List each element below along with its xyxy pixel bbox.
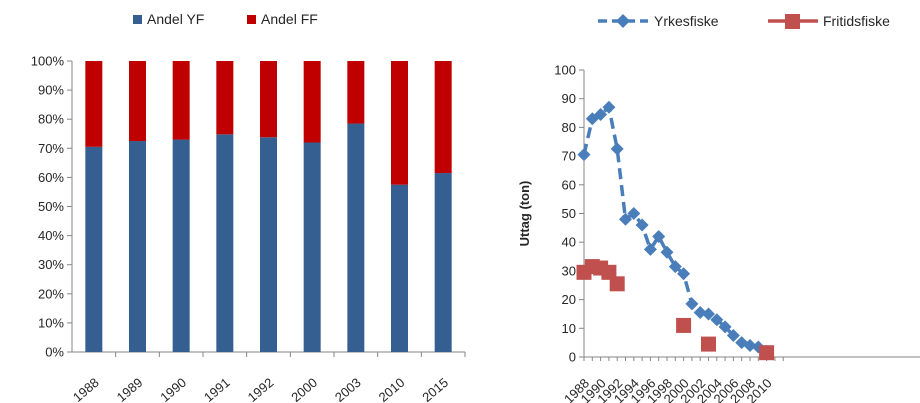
y-tick-label: 30 bbox=[562, 263, 576, 278]
point-yrkesfiske bbox=[643, 242, 657, 256]
bar-segment-yf bbox=[216, 134, 234, 352]
bar-segment-ff bbox=[260, 61, 277, 138]
y-tick-label: 20% bbox=[38, 286, 64, 301]
point-yrkesfiske bbox=[619, 212, 632, 226]
y-tick-label: 20 bbox=[562, 292, 576, 307]
point-yrkesfiske bbox=[577, 148, 591, 162]
y-tick-label: 40 bbox=[562, 235, 576, 250]
y-tick-label: 80% bbox=[38, 112, 64, 127]
x-tick-label: 2003 bbox=[332, 375, 364, 403]
point-yrkesfiske bbox=[602, 100, 616, 114]
point-yrkesfiske bbox=[743, 339, 757, 353]
legend-label: Fritidsfiske bbox=[823, 13, 890, 29]
bar-segment-ff bbox=[216, 61, 234, 135]
x-tick-label: 1989 bbox=[114, 375, 146, 403]
bar-segment-ff bbox=[85, 61, 103, 147]
x-tick-label: 1991 bbox=[201, 375, 233, 403]
stacked-bar-chart: 0% 10% 20% 30% 40% 50% 60% 70% 80% 90% 100% 1988 198… bbox=[31, 11, 466, 403]
legend-marker-yrkesfiske bbox=[616, 14, 630, 28]
y-tick-label: 50 bbox=[562, 206, 576, 221]
y-tick-label: 70 bbox=[562, 149, 576, 164]
point-yrkesfiske bbox=[627, 207, 641, 220]
legend-swatch bbox=[247, 15, 256, 24]
x-tick-label: 2010 bbox=[376, 375, 408, 403]
y-tick-label: 10 bbox=[562, 321, 576, 336]
bar-segment-ff bbox=[391, 61, 408, 185]
legend-swatch bbox=[133, 15, 142, 24]
y-tick-label: 50% bbox=[38, 199, 64, 214]
point-fritidsfiske bbox=[609, 276, 625, 292]
point-fritidsfiske bbox=[601, 264, 617, 280]
point-yrkesfiske bbox=[726, 328, 740, 342]
point-yrkesfiske bbox=[610, 142, 624, 156]
legend-label: Andel YF bbox=[147, 11, 204, 27]
bar-segment-yf bbox=[347, 123, 365, 352]
bar-segment-yf bbox=[391, 184, 408, 352]
point-yrkesfiske bbox=[685, 297, 699, 311]
point-fritidsfiske bbox=[676, 317, 692, 333]
legend-label: Andel FF bbox=[261, 11, 318, 27]
bar-segment-yf bbox=[434, 173, 452, 352]
bar-segment-yf bbox=[303, 142, 321, 352]
legend-marker-fritidsfiske bbox=[785, 14, 800, 29]
legend-label: Yrkesfiske bbox=[654, 13, 719, 29]
point-yrkesfiske bbox=[693, 306, 707, 320]
bar-segment-yf bbox=[85, 146, 103, 352]
bar-segment-yf bbox=[260, 137, 277, 352]
y-tick-label: 70% bbox=[38, 141, 64, 156]
bar-segment-ff bbox=[172, 61, 190, 140]
x-tick-label: 1988 bbox=[70, 375, 102, 403]
y-tick-label: 60 bbox=[562, 177, 576, 192]
y-tick-label: 30% bbox=[38, 257, 64, 272]
point-fritidsfiske bbox=[701, 336, 716, 352]
point-yrkesfiske bbox=[635, 218, 649, 232]
x-tick-label: 1992 bbox=[245, 375, 277, 403]
y-tick-label: 10% bbox=[38, 315, 64, 330]
bar-segment-yf bbox=[129, 141, 146, 352]
point-fritidsfiske bbox=[759, 345, 775, 361]
point-yrkesfiske bbox=[594, 107, 608, 121]
y-tick-label: 40% bbox=[38, 228, 64, 243]
bar-segment-ff bbox=[347, 61, 365, 124]
y-tick-label: 90% bbox=[38, 83, 64, 98]
point-yrkesfiske bbox=[660, 245, 674, 259]
point-yrkesfiske bbox=[718, 320, 732, 334]
x-tick-label: 2000 bbox=[288, 375, 320, 403]
point-yrkesfiske bbox=[702, 307, 715, 321]
series-line-yrkesfiske bbox=[582, 105, 768, 353]
point-yrkesfiske bbox=[652, 229, 666, 243]
y-tick-label: 100 bbox=[554, 63, 576, 78]
y-tick-label: 100% bbox=[31, 54, 65, 69]
bar-segment-ff bbox=[434, 61, 452, 174]
point-yrkesfiske bbox=[668, 260, 682, 274]
y-tick-label: 80 bbox=[562, 120, 576, 135]
y-tick-label: 60% bbox=[38, 170, 64, 185]
point-yrkesfiske bbox=[677, 267, 691, 281]
point-yrkesfiske bbox=[710, 313, 724, 327]
y-axis-title: Uttag (ton) bbox=[517, 181, 532, 247]
bar-segment-ff bbox=[303, 61, 321, 143]
x-tick-label: 1990 bbox=[157, 375, 189, 403]
y-tick-label: 90 bbox=[562, 91, 576, 106]
y-tick-label: 0% bbox=[45, 345, 64, 360]
bar-segment-yf bbox=[172, 139, 190, 352]
bar-segment-ff bbox=[129, 61, 146, 142]
x-tick-label: 2015 bbox=[419, 375, 451, 403]
y-tick-label: 0 bbox=[569, 350, 576, 365]
